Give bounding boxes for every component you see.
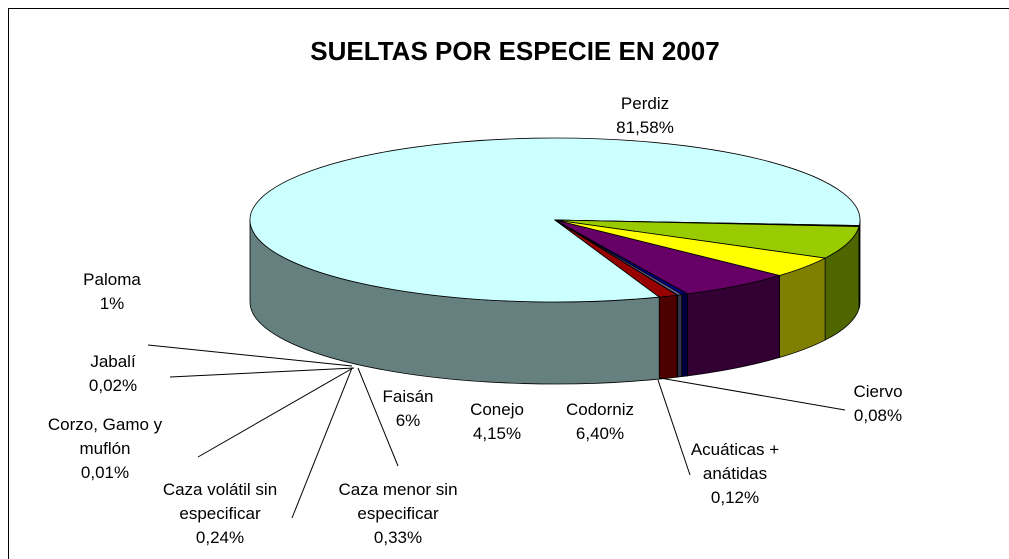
data-label: Conejo 4,15%	[447, 398, 547, 446]
data-label: Ciervo 0,08%	[818, 380, 938, 428]
category-label: Ciervo	[853, 382, 903, 401]
data-label: Perdiz 81,58%	[565, 92, 725, 140]
category-label: Perdiz	[620, 94, 670, 113]
category-label: Codorniz	[565, 400, 635, 419]
data-label: Codorniz 6,40%	[540, 398, 660, 446]
leader-line	[291, 367, 353, 519]
chart-title: SUELTAS POR ESPECIE EN 2007	[310, 36, 719, 66]
category-label: Faisán	[382, 387, 434, 406]
leader-line	[357, 367, 399, 467]
data-label: Corzo, Gamo y muflón 0,01%	[25, 413, 185, 485]
category-label: Caza menor sin especificar	[338, 480, 458, 523]
value-label: 0,12%	[710, 488, 760, 507]
category-label: Acuáticas + anátidas	[690, 440, 780, 483]
data-label: Faisán 6%	[368, 385, 448, 433]
slice-side	[681, 293, 688, 378]
value-label: 4,15%	[472, 424, 522, 443]
leader-line	[659, 377, 846, 411]
value-label: 0,01%	[80, 463, 130, 482]
slice	[554, 219, 860, 259]
value-label: 0,33%	[373, 528, 423, 547]
value-label: 0,02%	[88, 376, 138, 395]
value-label: 0,08%	[853, 406, 903, 425]
value-label: 81,58%	[616, 118, 674, 137]
leader-line	[657, 379, 691, 476]
slice	[554, 219, 679, 298]
category-label: Conejo	[470, 400, 524, 419]
data-label: Jabalí 0,02%	[63, 350, 163, 398]
leader-line	[197, 367, 354, 458]
category-label: Paloma	[83, 270, 141, 289]
data-label: Caza menor sin especificar 0,33%	[323, 478, 473, 550]
slice-side	[658, 294, 678, 380]
data-label: Paloma 1%	[62, 268, 162, 316]
category-label: Jabalí	[90, 352, 136, 371]
data-label: Acuáticas + anátidas 0,12%	[680, 438, 790, 510]
leader-line	[147, 344, 353, 367]
leader-line	[169, 367, 355, 378]
value-label: 6%	[395, 411, 421, 430]
value-label: 6,40%	[575, 424, 625, 443]
category-label: Caza volátil sin especificar	[162, 480, 278, 523]
value-label: 1%	[99, 294, 125, 313]
value-label: 0,24%	[195, 528, 245, 547]
data-label: Caza volátil sin especificar 0,24%	[140, 478, 300, 550]
category-label: Corzo, Gamo y muflón	[47, 415, 163, 458]
slice-side	[677, 294, 683, 378]
